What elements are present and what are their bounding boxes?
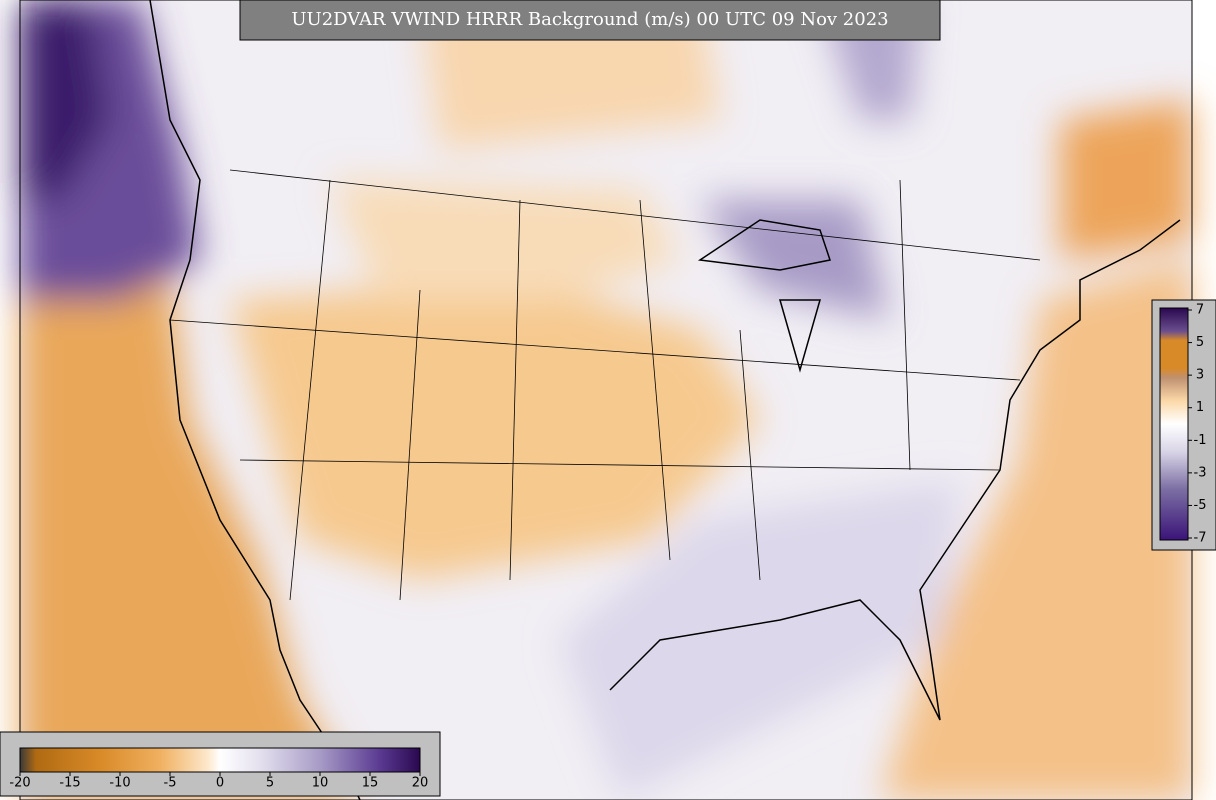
tick-label: -5	[164, 776, 177, 791]
tick-label: 5	[1196, 335, 1204, 350]
tick-label: -3	[1194, 465, 1207, 480]
tick-label: 0	[216, 776, 224, 791]
map-title: UU2DVAR VWIND HRRR Background (m/s) 00 U…	[291, 9, 888, 30]
tick-label: 20	[412, 776, 429, 791]
colorbar-right	[1151, 299, 1216, 551]
tick-label: -1	[1194, 433, 1207, 448]
title-box: UU2DVAR VWIND HRRR Background (m/s) 00 U…	[239, 0, 941, 41]
tick-label: 15	[362, 776, 379, 791]
tick-label: 1	[1196, 400, 1204, 415]
tick-label: 7	[1196, 303, 1204, 318]
map-background	[19, 0, 1193, 800]
tick-label: 10	[312, 776, 329, 791]
colorbar-labels: -20 -15 -10 -5 0 5 10 15 20 7 5 3 1 -1 -3 -5 -7	[9, 303, 1206, 791]
colorbar-bottom	[0, 731, 441, 797]
tick-label: -10	[109, 776, 130, 791]
tick-label: 3	[1196, 368, 1204, 383]
tick-label: -5	[1194, 498, 1207, 513]
tick-label: -7	[1194, 531, 1207, 546]
tick-label: 5	[266, 776, 274, 791]
tick-label: -15	[59, 776, 80, 791]
tick-label: -20	[9, 776, 30, 791]
